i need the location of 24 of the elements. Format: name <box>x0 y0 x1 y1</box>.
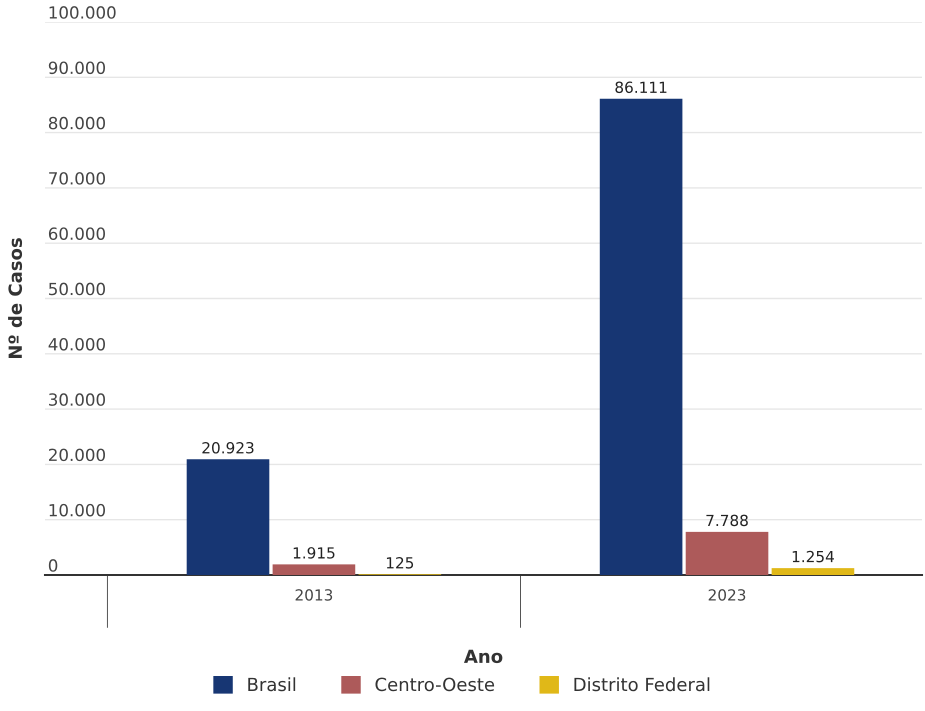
y-tick-label: 90.000 <box>48 61 105 74</box>
x-tick-label: 2013 <box>296 589 332 601</box>
data-label: 86.111 <box>615 82 666 94</box>
y-tick-label: 0 <box>48 559 58 572</box>
legend-label: Centro-Oeste <box>375 678 494 692</box>
y-tick-label: 20.000 <box>49 448 105 462</box>
y-tick-label: 10.000 <box>50 504 105 516</box>
data-label: 125 <box>386 557 414 569</box>
y-tick-label: 30.000 <box>49 393 105 406</box>
y-tick-label: 100.000 <box>50 6 116 19</box>
data-label: 20.923 <box>202 442 254 454</box>
x-tick-label: 2023 <box>708 589 746 601</box>
y-tick-label: 40.000 <box>48 338 105 351</box>
legend-label: Brasil <box>248 677 296 692</box>
x-axis-title: Ano <box>464 650 502 664</box>
data-label: 7.788 <box>706 514 748 526</box>
y-tick-label: 50.000 <box>49 282 105 296</box>
y-tick-label: 60.000 <box>48 227 105 240</box>
y-tick-label: 70.000 <box>49 172 105 185</box>
data-label: 1.254 <box>792 550 834 562</box>
y-axis-title: Nº de Casos <box>8 238 22 358</box>
y-tick-label: 80.000 <box>48 116 105 130</box>
legend-label: Distrito Federal <box>574 677 710 692</box>
data-label: 1.915 <box>294 547 334 559</box>
